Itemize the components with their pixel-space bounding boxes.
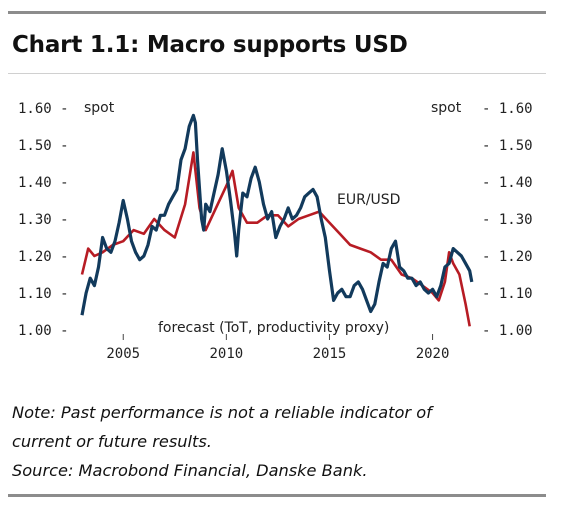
series-label-forecast: forecast (ToT, productivity proxy) (158, 320, 389, 336)
series-layer (80, 113, 474, 327)
y-tick-label-left: 1.10 - (18, 286, 69, 302)
series-label-eurusd: EUR/USD (337, 192, 400, 208)
y-unit-right: spot (431, 100, 462, 116)
x-tick-label: 2015 (313, 346, 347, 362)
chart-title: Chart 1.1: Macro supports USD (12, 32, 408, 58)
y-tick-label-right: - 1.50 (482, 138, 533, 154)
y-tick-label-left: 1.60 - (18, 101, 69, 117)
series-line-eurusd (80, 113, 474, 316)
y-tick-label-right: - 1.10 (482, 286, 533, 302)
y-tick-label-right: - 1.00 (482, 323, 533, 339)
y-tick-label-right: - 1.60 (482, 101, 533, 117)
title-divider (8, 73, 546, 74)
series-line-forecast (80, 151, 471, 327)
y-axis-right: - 1.00 - 1.10 - 1.20 - 1.30 - 1.40 - 1.50 - 1.… (482, 101, 533, 339)
x-tick-label: 2020 (416, 346, 450, 362)
y-tick-label-left: 1.30 - (18, 212, 69, 228)
y-tick-label-left: 1.20 - (18, 249, 69, 265)
note-line-1: Note: Past performance is not a reliable… (12, 403, 432, 422)
chart-area: 1.00 - 1.10 - 1.20 - 1.30 - 1.40 - 1.50 - 1.60… (0, 90, 563, 390)
y-tick-label-right: - 1.20 (482, 249, 533, 265)
y-tick-label-left: 1.00 - (18, 323, 69, 339)
top-rule (8, 11, 546, 14)
y-tick-label-right: - 1.30 (482, 212, 533, 228)
y-unit-left: spot (84, 100, 115, 116)
y-axis-left: 1.00 - 1.10 - 1.20 - 1.30 - 1.40 - 1.50 - 1.60… (18, 101, 69, 339)
bottom-rule (8, 494, 546, 497)
x-tick-label: 2005 (106, 346, 140, 362)
line-chart: 1.00 - 1.10 - 1.20 - 1.30 - 1.40 - 1.50 - 1.60… (18, 100, 533, 362)
y-tick-label-left: 1.40 - (18, 175, 69, 191)
y-tick-label-right: - 1.40 (482, 175, 533, 191)
y-tick-label-left: 1.50 - (18, 138, 69, 154)
note-line-2: current or future results. (12, 432, 212, 451)
x-axis: 2005 2010 2015 2020 (106, 334, 449, 362)
x-tick-label: 2010 (209, 346, 243, 362)
notes-block: Note: Past performance is not a reliable… (12, 398, 552, 485)
source-line: Source: Macrobond Financial, Danske Bank… (12, 461, 368, 480)
